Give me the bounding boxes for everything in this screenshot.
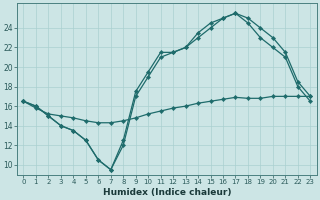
X-axis label: Humidex (Indice chaleur): Humidex (Indice chaleur) [103,188,231,197]
